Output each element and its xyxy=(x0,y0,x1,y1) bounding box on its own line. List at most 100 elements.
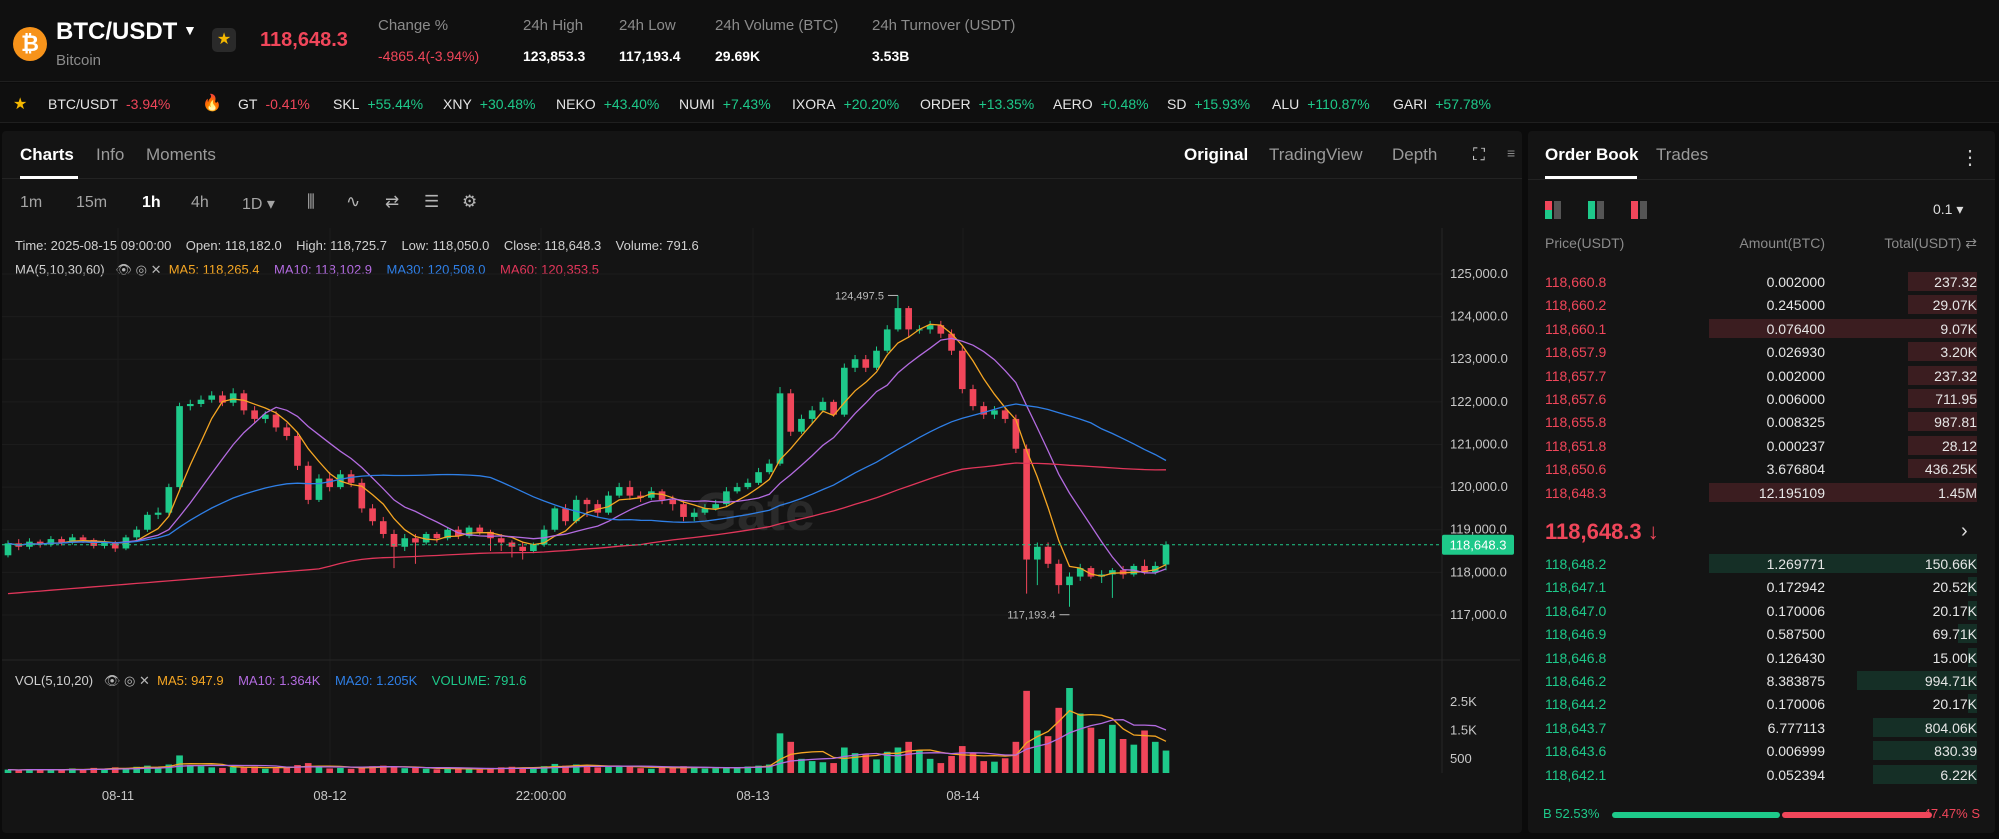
row-amount: 0.002000 xyxy=(1766,274,1825,290)
settings-small-icon[interactable]: ◎ xyxy=(124,673,136,688)
depth-bar xyxy=(1709,554,1977,573)
eye-icon[interactable]: 👁 xyxy=(103,673,121,688)
bid-row[interactable]: 118,647.1 0.172942 20.52K xyxy=(1528,575,1995,598)
bid-row[interactable]: 118,644.2 0.170006 20.17K xyxy=(1528,692,1995,715)
tab-trades[interactable]: Trades xyxy=(1656,145,1709,164)
ticker-item[interactable]: GT -0.41% xyxy=(238,96,310,112)
more-icon[interactable]: ⋮ xyxy=(1960,147,1980,169)
view-depth[interactable]: Depth xyxy=(1392,145,1438,164)
ask-row[interactable]: 118,648.3 12.195109 1.45M xyxy=(1528,481,1995,504)
close-icon[interactable]: ✕ xyxy=(150,262,162,277)
tab-order-book[interactable]: Order Book xyxy=(1545,145,1639,164)
row-total: 711.95 xyxy=(1935,391,1977,407)
row-total: 150.66K xyxy=(1924,556,1977,572)
chevron-right-icon[interactable]: › xyxy=(1961,520,1968,542)
chevron-down-icon[interactable]: ▼ xyxy=(183,22,197,38)
coin-name: Bitcoin xyxy=(56,52,102,69)
sell-ratio-bar xyxy=(1782,812,1932,818)
row-price: 118,642.1 xyxy=(1545,766,1607,783)
ticker-item[interactable]: NUMI +7.43% xyxy=(679,96,771,112)
pair-selector[interactable]: BTC/USDT xyxy=(56,18,178,45)
bid-row[interactable]: 118,646.9 0.587500 69.71K xyxy=(1528,622,1995,645)
stat-24h-turnover: 24h Turnover (USDT) 3.53B xyxy=(872,17,1016,64)
tab-moments[interactable]: Moments xyxy=(146,145,216,164)
row-total: 69.71K xyxy=(1932,626,1977,643)
view-asks-icon[interactable] xyxy=(1631,201,1649,219)
bid-row[interactable]: 118,642.1 0.052394 6.22K xyxy=(1528,763,1995,786)
header-price: Price(USDT) xyxy=(1545,235,1625,251)
ask-row[interactable]: 118,660.1 0.076400 9.07K xyxy=(1528,317,1995,340)
settings-small-icon[interactable]: ◎ xyxy=(135,262,147,277)
indicators-icon[interactable]: ∿ xyxy=(346,192,361,211)
ask-row[interactable]: 118,657.7 0.002000 237.32 xyxy=(1528,364,1995,387)
bid-row[interactable]: 118,648.2 1.269771 150.66K xyxy=(1528,552,1995,575)
precision-select[interactable]: 0.1 ▾ xyxy=(1933,201,1964,217)
row-amount: 3.676804 xyxy=(1766,461,1825,478)
fullscreen-icon[interactable]: ⛶ xyxy=(1473,145,1485,164)
view-both-icon[interactable] xyxy=(1545,201,1563,219)
settings-icon[interactable]: ⚙ xyxy=(462,192,478,211)
ask-row[interactable]: 118,655.8 0.008325 987.81 xyxy=(1528,410,1995,433)
ticker-item[interactable]: NEKO +43.40% xyxy=(556,96,660,112)
panel-handle-icon[interactable]: ≡ xyxy=(1507,145,1516,161)
bid-row[interactable]: 118,643.7 6.777113 804.06K xyxy=(1528,716,1995,739)
bid-row[interactable]: 118,643.6 0.006999 830.39 xyxy=(1528,739,1995,762)
compare-icon[interactable]: ⇄ xyxy=(385,192,400,211)
row-amount: 0.052394 xyxy=(1766,766,1825,783)
timeframe-1h[interactable]: 1h xyxy=(142,194,161,211)
bid-row[interactable]: 118,646.2 8.383875 994.71K xyxy=(1528,669,1995,692)
candle-type-icon[interactable]: ⫼ xyxy=(307,192,315,211)
row-price: 118,648.3 xyxy=(1545,484,1607,501)
view-tradingview[interactable]: TradingView xyxy=(1269,145,1363,164)
row-price: 118,660.2 xyxy=(1545,297,1607,314)
favorite-star-icon[interactable]: ★ xyxy=(212,28,236,52)
ask-row[interactable]: 118,660.8 0.002000 237.32 xyxy=(1528,270,1995,293)
bid-row[interactable]: 118,646.8 0.126430 15.00K xyxy=(1528,646,1995,669)
row-total: 15.00K xyxy=(1932,649,1977,666)
row-total: 29.07K xyxy=(1932,297,1977,314)
ticker-item[interactable]: ALU +110.87% xyxy=(1272,96,1370,112)
ask-row[interactable]: 118,660.2 0.245000 29.07K xyxy=(1528,293,1995,316)
timeframe-4h[interactable]: 4h xyxy=(191,194,209,211)
ask-row[interactable]: 118,657.6 0.006000 711.95 xyxy=(1528,387,1995,410)
bitcoin-logo-icon: ₿ xyxy=(13,27,47,61)
stat-24h-high: 24h High 123,853.3 xyxy=(523,17,586,64)
row-total: 9.07K xyxy=(1940,320,1977,337)
ticker-item[interactable]: SD +15.93% xyxy=(1167,96,1251,112)
depth-bar xyxy=(1857,671,1977,690)
row-amount: 8.383875 xyxy=(1766,673,1825,689)
ticker-item[interactable]: GARI +57.78% xyxy=(1393,96,1491,112)
depth-bar xyxy=(1968,577,1977,597)
view-original[interactable]: Original xyxy=(1184,145,1249,164)
eye-icon[interactable]: 👁 xyxy=(115,262,132,277)
header-total[interactable]: Total(USDT) ⇄ xyxy=(1884,235,1977,251)
ticker-item[interactable]: SKL +55.44% xyxy=(333,96,424,112)
ticker-item[interactable]: IXORA +20.20% xyxy=(792,96,900,112)
ask-row[interactable]: 118,657.9 0.026930 3.20K xyxy=(1528,340,1995,363)
ticker-item[interactable]: AERO +0.48% xyxy=(1053,96,1149,112)
row-price: 118,657.9 xyxy=(1545,344,1607,361)
row-amount: 6.777113 xyxy=(1767,719,1825,736)
depth-bar xyxy=(1709,318,1977,338)
bid-row[interactable]: 118,647.0 0.170006 20.17K xyxy=(1528,599,1995,622)
row-total: 28.12 xyxy=(1941,437,1977,454)
row-amount: 1.269771 xyxy=(1766,556,1825,572)
timeframe-1d[interactable]: 1D ▾ xyxy=(242,196,275,213)
depth-bar xyxy=(1908,412,1977,432)
ask-row[interactable]: 118,650.6 3.676804 436.25K xyxy=(1528,457,1995,480)
row-price: 118,646.9 xyxy=(1545,626,1607,643)
tab-charts[interactable]: Charts xyxy=(20,145,74,164)
view-bids-icon[interactable] xyxy=(1588,201,1606,219)
close-icon[interactable]: ✕ xyxy=(139,673,150,688)
tab-info[interactable]: Info xyxy=(96,145,125,164)
timeframe-1m[interactable]: 1m xyxy=(20,194,43,211)
ticker-item[interactable]: XNY +30.48% xyxy=(443,96,536,112)
timeframe-15m[interactable]: 15m xyxy=(76,194,108,211)
ticker-item[interactable]: ORDER +13.35% xyxy=(920,96,1035,112)
ticker-item[interactable]: BTC/USDT -3.94% xyxy=(48,96,171,112)
row-amount: 0.587500 xyxy=(1766,626,1825,643)
row-amount: 0.026930 xyxy=(1766,344,1825,361)
ask-row[interactable]: 118,651.8 0.000237 28.12 xyxy=(1528,434,1995,457)
favorites-star-icon[interactable]: ★ xyxy=(13,96,28,113)
list-icon[interactable]: ☰ xyxy=(424,192,440,211)
